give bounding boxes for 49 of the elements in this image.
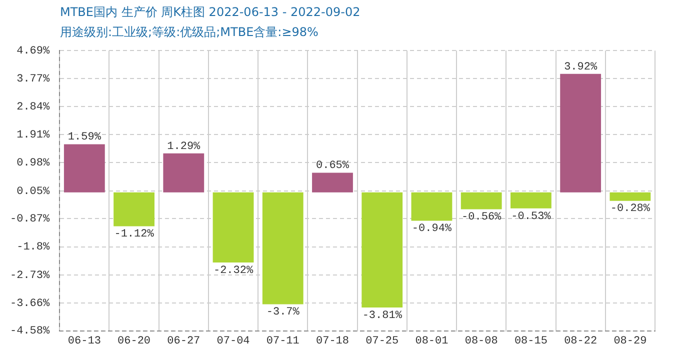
bar [163, 153, 204, 192]
data-label: 0.65% [316, 160, 350, 172]
data-label: -3.81% [362, 310, 402, 322]
bar [64, 144, 105, 192]
data-label: -3.7% [266, 306, 300, 319]
y-tick-label: 3.77% [16, 73, 50, 86]
chart-title: MTBE国内 生产价 周K柱图 2022-06-13 - 2022-09-02 [60, 4, 360, 21]
x-tick-label: 08-08 [464, 335, 498, 348]
data-label: 1.59% [68, 132, 102, 144]
data-label: -0.56% [462, 212, 502, 224]
bar [312, 172, 353, 192]
bar [262, 192, 304, 304]
data-label: -2.32% [213, 264, 254, 277]
bar [460, 192, 502, 210]
data-label: -0.53% [511, 210, 552, 223]
bar [411, 192, 452, 221]
x-tick-label: 08-15 [514, 335, 548, 348]
chart-subtitle: 用途级别:工业级;等级:优级品;MTBE含量:≥98% [60, 24, 318, 41]
y-tick-label: -1.8% [16, 242, 50, 254]
data-label: -1.12% [114, 228, 154, 241]
x-tick-label: 07-11 [266, 335, 300, 348]
y-tick-label: 0.98% [16, 158, 50, 170]
y-tick-label: 4.69% [16, 46, 50, 58]
bar [114, 192, 154, 226]
x-tick-label: 06-27 [167, 335, 200, 348]
y-tick-label: -2.73% [10, 270, 50, 282]
data-label: 1.29% [167, 140, 201, 153]
y-tick-label: 1.91% [16, 130, 50, 142]
y-tick-label: 2.84% [16, 101, 50, 114]
y-tick-label: 0.05% [16, 186, 50, 198]
bar [560, 74, 602, 192]
x-tick-label: 07-25 [366, 335, 399, 348]
x-tick-label: 08-22 [564, 335, 598, 348]
bar [362, 192, 403, 308]
x-tick-label: 06-20 [118, 335, 151, 348]
x-tick-label: 08-29 [614, 335, 647, 348]
x-tick-label: 07-04 [216, 335, 250, 348]
x-tick-label: 08-01 [415, 335, 449, 348]
bar [510, 192, 552, 208]
y-tick-label: -3.66% [10, 298, 50, 310]
bar [212, 192, 254, 262]
y-tick-label: -4.58% [10, 326, 50, 338]
data-label: -0.94% [412, 223, 452, 236]
bar [610, 192, 651, 201]
x-tick-label: 06-13 [68, 335, 101, 348]
x-tick-label: 07-18 [316, 335, 350, 348]
y-tick-label: -0.87% [10, 214, 50, 226]
data-label: 3.92% [564, 61, 598, 74]
data-label: -0.28% [610, 203, 650, 216]
